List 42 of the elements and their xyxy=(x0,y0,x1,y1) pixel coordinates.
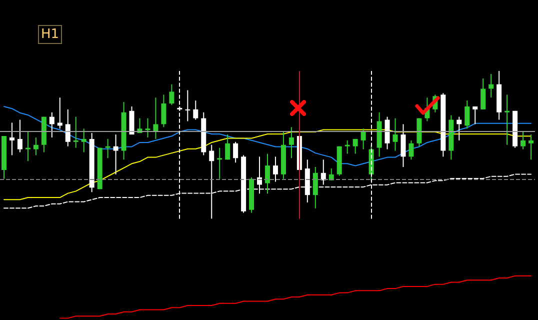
candlestick xyxy=(9,122,14,156)
candlestick xyxy=(153,97,158,140)
candlestick xyxy=(225,134,230,160)
candlestick xyxy=(145,118,150,138)
candlestick xyxy=(272,156,278,182)
candlestick xyxy=(480,78,486,110)
candlestick xyxy=(17,119,22,153)
candlestick xyxy=(384,116,390,150)
candlestick xyxy=(392,118,398,152)
candlestick xyxy=(312,166,318,209)
candlestick xyxy=(528,134,534,160)
candlestick xyxy=(265,153,270,194)
candlestick xyxy=(105,138,110,159)
candlestick xyxy=(185,90,190,122)
candlestick xyxy=(25,131,30,162)
candlestick xyxy=(488,73,494,98)
candlestick xyxy=(217,147,222,180)
candlestick xyxy=(320,159,326,186)
candlestick xyxy=(49,112,54,138)
candlestick xyxy=(33,136,38,156)
candlestick xyxy=(65,108,70,147)
candlestick xyxy=(520,131,526,150)
candlestick xyxy=(344,140,350,154)
candlestick xyxy=(233,141,238,164)
chart-title: H1 xyxy=(41,27,60,42)
candlestick xyxy=(73,116,78,148)
candlestick xyxy=(113,134,118,175)
candlestick xyxy=(408,140,414,160)
candlestick xyxy=(400,124,406,168)
candlestick xyxy=(352,138,358,154)
candlestick xyxy=(456,116,462,141)
candlestick xyxy=(464,100,470,130)
candlestick xyxy=(169,84,174,106)
candlestick xyxy=(129,106,134,136)
candlestick xyxy=(360,128,366,150)
candlestick xyxy=(504,94,510,146)
candlestick xyxy=(472,106,478,125)
candlestick xyxy=(193,100,198,120)
candlestick xyxy=(81,128,86,153)
candlestick xyxy=(161,94,166,128)
candlestick xyxy=(288,126,294,159)
candlestick xyxy=(57,97,62,130)
